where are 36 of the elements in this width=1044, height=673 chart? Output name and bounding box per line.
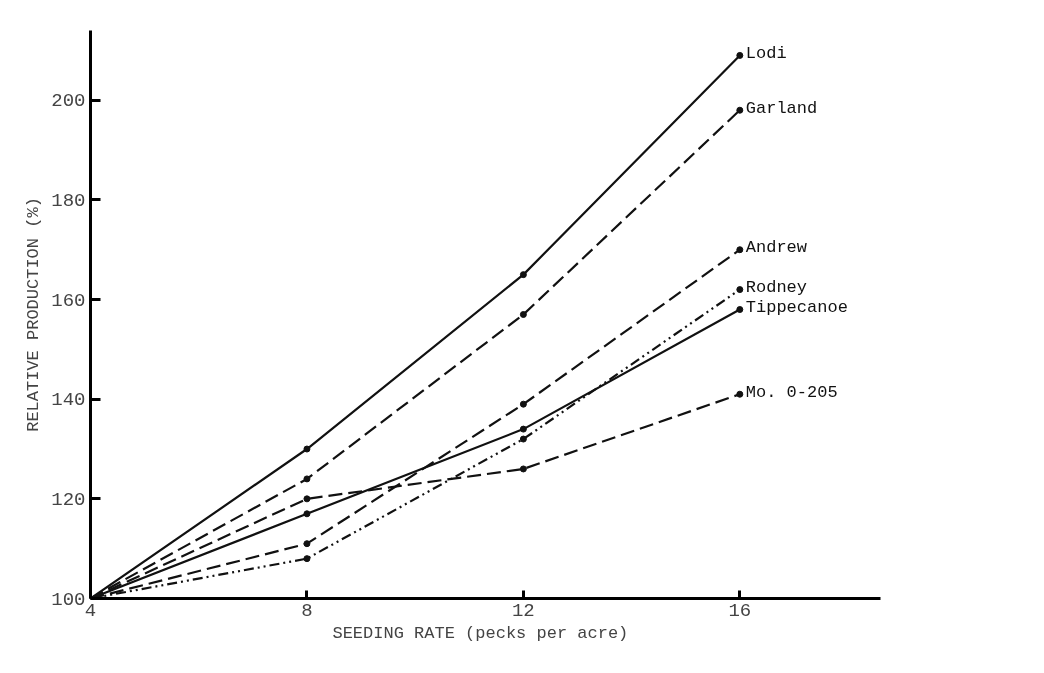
point	[303, 555, 311, 563]
series-label: Mo. 0-205	[745, 382, 838, 402]
point	[303, 540, 311, 548]
point	[303, 495, 311, 503]
y-tick-label: 160	[51, 289, 86, 312]
series-label: Lodi	[745, 43, 787, 63]
point	[303, 510, 311, 518]
series-label: Garland	[745, 98, 818, 118]
y-tick-label: 120	[51, 488, 86, 511]
series-label: Tippecanoe	[745, 298, 848, 318]
point	[736, 286, 744, 294]
point	[736, 246, 744, 254]
point	[519, 425, 527, 433]
point	[519, 435, 527, 443]
point	[519, 271, 527, 279]
y-tick-label: 100	[51, 588, 86, 611]
series-label: Andrew	[745, 238, 808, 258]
point	[736, 106, 744, 114]
x-tick-label: 8	[301, 599, 313, 622]
point	[519, 465, 527, 473]
point	[303, 445, 311, 453]
y-tick-label: 200	[51, 90, 86, 113]
x-axis-title: SEEDING RATE (pecks per acre)	[332, 623, 629, 643]
point	[519, 400, 527, 408]
x-tick-label: 16	[728, 599, 752, 622]
y-axis-title: RELATIVE PRODUCTION (%)	[24, 197, 44, 432]
y-tick-label: 140	[51, 389, 86, 412]
point	[519, 311, 527, 318]
series-label: Rodney	[745, 278, 808, 298]
x-tick-label: 4	[84, 599, 97, 622]
point	[736, 390, 744, 398]
point	[736, 306, 744, 314]
point	[736, 51, 744, 59]
point	[303, 475, 311, 483]
y-tick-label: 180	[51, 189, 86, 212]
x-tick-label: 12	[511, 599, 535, 622]
